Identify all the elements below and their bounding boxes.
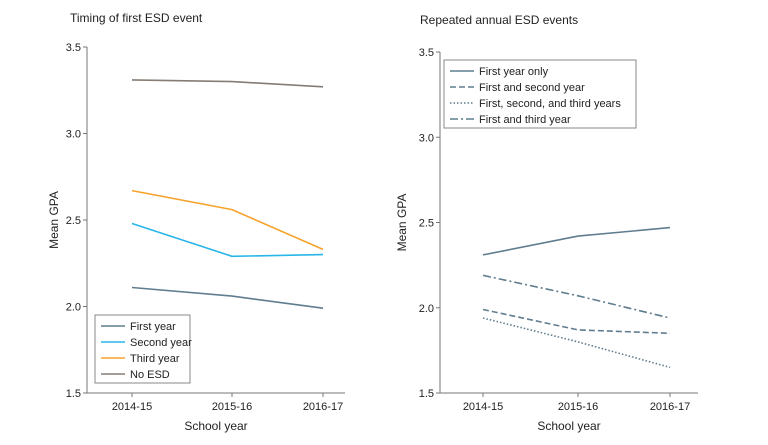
series-line-3: [131, 189, 324, 251]
legend-label: No ESD: [130, 369, 170, 381]
x-tick-label: 2014-15: [112, 401, 152, 413]
legend-label: First and third year: [479, 114, 571, 126]
legend-label: Third year: [130, 353, 180, 365]
y-tick-label: 3.0: [66, 129, 81, 141]
legend-label: First and second year: [479, 82, 585, 94]
y-tick-label: 3.0: [419, 132, 434, 144]
legend-box: [443, 59, 637, 129]
x-tick-label: 2014-15: [463, 401, 503, 413]
x-axis-label: School year: [537, 419, 600, 433]
series-line-1: [131, 286, 324, 309]
y-tick-label: 2.5: [66, 215, 81, 227]
y-tick-label: 3.5: [419, 47, 434, 59]
series-line-1: [482, 226, 671, 256]
legend-label: First year: [130, 321, 176, 333]
y-tick-label: 1.5: [419, 388, 434, 400]
series-line-3: [482, 317, 671, 369]
y-tick-label: 2.0: [66, 302, 81, 314]
legend: First year only First and second year Firs…: [443, 59, 637, 129]
chart-title: Repeated annual ESD events: [420, 13, 578, 27]
x-axis-label: School year: [184, 419, 247, 433]
series-line-4: [482, 274, 671, 319]
x-tick-label: 2015-16: [558, 401, 598, 413]
series-line-2: [131, 222, 324, 258]
y-axis-label: Mean GPA: [47, 191, 61, 249]
x-tick-label: 2016-17: [650, 401, 690, 413]
y-tick-label: 3.5: [66, 42, 81, 54]
chart-panel-1: Timing of first ESD event 1.5 2.0 2.5 3.0 3.5…: [47, 11, 345, 433]
legend-label: Second year: [130, 337, 192, 349]
chart-title: Timing of first ESD event: [70, 11, 203, 25]
y-axis-label: Mean GPA: [395, 194, 409, 252]
y-tick-label: 1.5: [66, 388, 81, 400]
x-tick-label: 2016-17: [303, 401, 343, 413]
x-tick-label: 2015-16: [212, 401, 252, 413]
legend-label: First year only: [479, 66, 549, 78]
y-tick-label: 2.0: [419, 303, 434, 315]
y-tick-label: 2.5: [419, 218, 434, 230]
legend-label: First, second, and third years: [479, 98, 621, 110]
legend: First year Second year Third year No ESD: [94, 314, 192, 384]
chart-panel-2: Repeated annual ESD events 1.5 2.0 2.5 3.0 3.…: [395, 13, 698, 433]
series-line-4: [131, 79, 324, 88]
series-line-2: [482, 308, 671, 335]
